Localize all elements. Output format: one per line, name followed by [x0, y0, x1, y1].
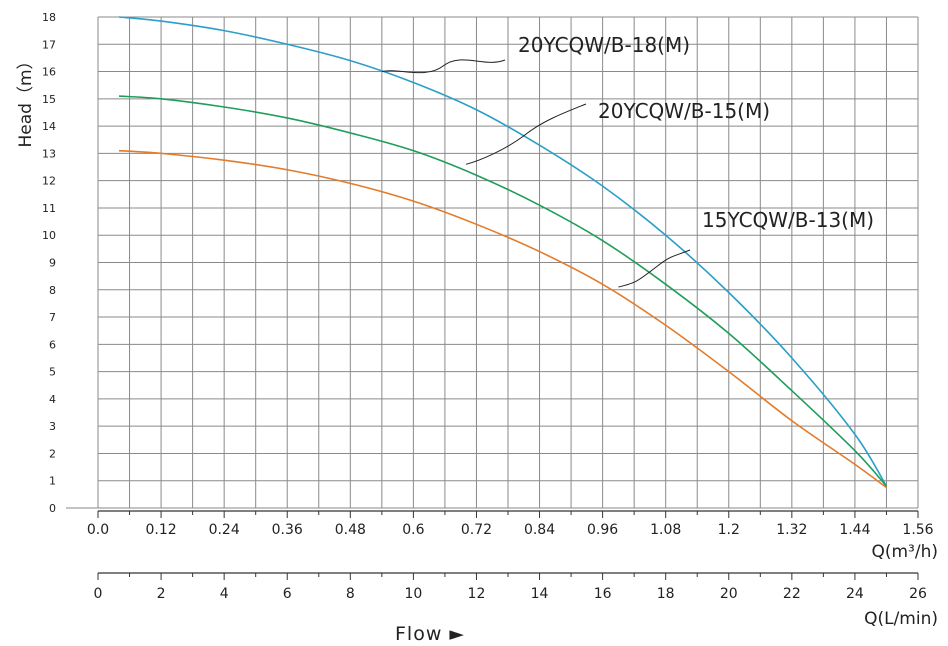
y-tick-label: 8 [49, 284, 56, 297]
y-tick-label: 7 [49, 311, 56, 324]
y-tick-label: 9 [49, 257, 56, 270]
y-axis-title: Head（m） [16, 52, 36, 147]
x-tick-label-lmin: 18 [657, 586, 675, 602]
x-axis-m3h: 0.0 0.12 0.24 0.36 0.48 0.6 0.72 0.84 0.96 1.08 1.… [87, 510, 934, 538]
x-tick-label-lmin: 0 [94, 586, 103, 602]
x-tick-label-lmin: 26 [909, 586, 927, 602]
x-tick-label-lmin: 4 [220, 586, 229, 602]
series-label-2: 15YCQW/B-13(M) [702, 208, 874, 232]
y-tick-label: 12 [42, 175, 56, 188]
flow-label: Flow ► [395, 623, 465, 645]
x-tick-label-m3h: 1.44 [839, 522, 870, 538]
y-tick-label: 3 [49, 420, 56, 433]
y-tick-label: 10 [42, 229, 56, 242]
y-tick-label: 4 [49, 393, 56, 406]
x-tick-label-lmin: 6 [283, 586, 292, 602]
x-tick-label-m3h: 0.24 [209, 522, 240, 538]
y-tick-label: 15 [42, 93, 56, 106]
x-tick-label-lmin: 12 [468, 586, 486, 602]
x-tick-label-m3h: 0.0 [87, 522, 109, 538]
leader-line-1 [465, 103, 587, 165]
x-tick-label-m3h: 0.84 [524, 522, 555, 538]
y-tick-label: 6 [49, 338, 56, 351]
curve-series-2 [118, 149, 887, 489]
y-tick-label: 11 [42, 202, 56, 215]
curve-series-1 [118, 95, 888, 487]
x-tick-label-m3h: 0.6 [402, 522, 424, 538]
x-tick-label-m3h: 1.56 [902, 522, 933, 538]
y-tick-label: 0 [49, 502, 56, 515]
y-tick-label: 16 [42, 66, 56, 79]
y-tick-label: 1 [49, 475, 56, 488]
leader-line-0 [381, 59, 506, 74]
leader-line-2 [618, 249, 691, 288]
y-tick-label: 2 [49, 447, 56, 460]
y-tick-label: 14 [42, 120, 56, 133]
x-tick-label-lmin: 10 [404, 586, 422, 602]
x-tick-label-lmin: 20 [720, 586, 738, 602]
x-tick-label-lmin: 24 [846, 586, 864, 602]
x-tick-label-m3h: 0.12 [145, 522, 176, 538]
x-axis-title-m3h: Q(m³/h) [871, 542, 938, 562]
x-tick-label-m3h: 0.48 [335, 522, 366, 538]
grid [66, 16, 919, 509]
curve-series-0 [118, 16, 888, 487]
x-tick-label-lmin: 22 [783, 586, 801, 602]
curves [118, 16, 888, 489]
x-tick-label-m3h: 1.2 [718, 522, 740, 538]
y-tick-label: 13 [42, 147, 56, 160]
x-tick-label-m3h: 1.08 [650, 522, 681, 538]
x-tick-label-lmin: 14 [531, 586, 549, 602]
y-tick-label: 18 [42, 11, 56, 24]
y-tick-label: 5 [49, 366, 56, 379]
series-label-1: 20YCQW/B-15(M) [598, 99, 770, 123]
x-tick-label-lmin: 16 [594, 586, 612, 602]
leader-lines [381, 59, 691, 288]
x-tick-label-lmin: 2 [157, 586, 166, 602]
x-tick-label-m3h: 0.36 [272, 522, 303, 538]
y-tick-label: 17 [42, 38, 56, 51]
series-label-0: 20YCQW/B-18(M) [518, 33, 690, 57]
x-axis-lmin: 0 2 4 6 8 10 12 14 16 18 20 22 24 26 [94, 572, 927, 602]
x-tick-label-m3h: 0.96 [587, 522, 618, 538]
x-tick-label-m3h: 1.32 [776, 522, 807, 538]
x-axis-title-lmin: Q(L/min) [864, 609, 938, 629]
series-labels: 20YCQW/B-18(M) 20YCQW/B-15(M) 15YCQW/B-13(… [518, 33, 874, 232]
x-tick-label-m3h: 0.72 [461, 522, 492, 538]
x-tick-label-lmin: 8 [346, 586, 355, 602]
